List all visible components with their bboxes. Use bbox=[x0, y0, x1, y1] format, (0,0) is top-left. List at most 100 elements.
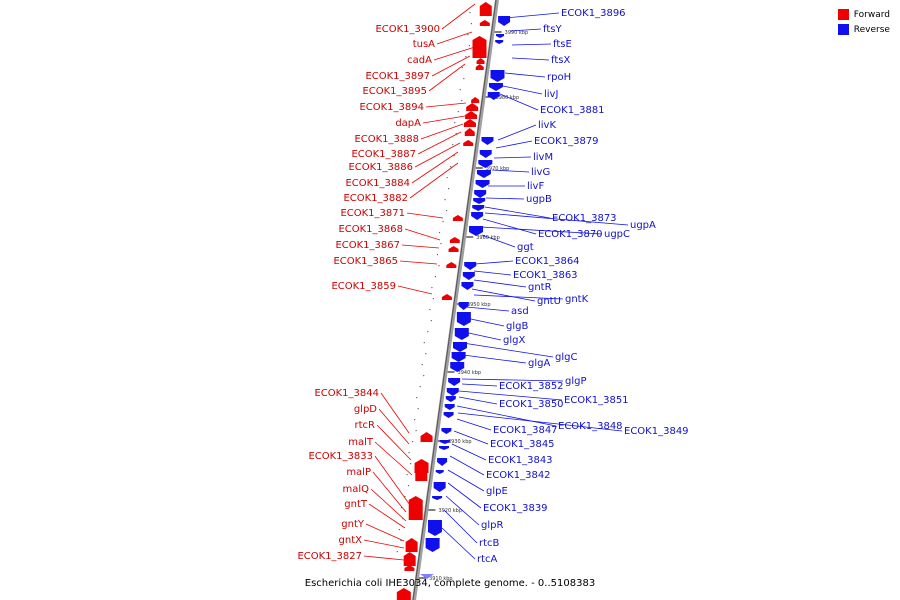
reverse-swatch bbox=[837, 24, 849, 35]
reverse-gene-arrow bbox=[439, 446, 450, 450]
reverse-gene-label: ECOK1_3845 bbox=[490, 439, 555, 450]
tick-label: 3940 kbp bbox=[458, 370, 482, 376]
reverse-gene-label: livJ bbox=[544, 89, 558, 100]
legend-reverse-label: Reverse bbox=[853, 24, 890, 35]
reverse-gene-arrow bbox=[443, 412, 454, 418]
reverse-gene-label: ugpB bbox=[526, 194, 552, 205]
forward-leader-line bbox=[414, 142, 461, 168]
reverse-gene-label: glgP bbox=[565, 376, 587, 387]
forward-gene-arrow bbox=[415, 469, 428, 481]
forward-gene-label: tusA bbox=[413, 39, 435, 50]
reverse-gene-label: ftsY bbox=[543, 24, 562, 35]
forward-gene-arrow bbox=[464, 128, 475, 136]
forward-leader-line bbox=[401, 244, 440, 249]
reverse-gene-arrow bbox=[478, 160, 493, 168]
minor-feature-dot bbox=[455, 133, 457, 135]
minor-feature-dot bbox=[445, 210, 448, 212]
reverse-gene-arrow bbox=[487, 92, 500, 100]
forward-gene-arrow bbox=[463, 140, 474, 146]
reverse-gene-label: ECOK1_3850 bbox=[499, 399, 564, 410]
reverse-gene-label: ECOK1_3842 bbox=[486, 470, 551, 481]
minor-feature-dot bbox=[442, 221, 444, 223]
reverse-gene-label: glgX bbox=[503, 335, 525, 346]
reverse-gene-arrow bbox=[451, 352, 466, 362]
reverse-gene-label: ECOK1_3879 bbox=[534, 136, 599, 147]
reverse-leader-line bbox=[509, 28, 542, 32]
reverse-leader-line bbox=[445, 495, 480, 526]
forward-gene-label: ECOK1_3900 bbox=[375, 24, 440, 35]
reverse-gene-arrow bbox=[462, 272, 475, 280]
reverse-gene-arrow bbox=[474, 190, 487, 198]
forward-leader-line bbox=[378, 408, 410, 445]
reverse-gene-label: ECOK1_3839 bbox=[483, 503, 548, 514]
reverse-gene-label: ugpC bbox=[604, 229, 630, 240]
forward-gene-label: rtcR bbox=[355, 420, 376, 431]
legend-forward-label: Forward bbox=[853, 9, 890, 20]
reverse-gene-arrow bbox=[481, 137, 494, 145]
forward-leader-line bbox=[404, 228, 441, 241]
reverse-gene-arrow bbox=[461, 282, 474, 290]
forward-gene-label: ECOK1_3871 bbox=[340, 208, 405, 219]
forward-gene-label: ECOK1_3887 bbox=[351, 149, 416, 160]
minor-feature-dot bbox=[454, 122, 456, 124]
forward-gene-arrow bbox=[452, 215, 463, 221]
forward-leader-line bbox=[368, 503, 406, 529]
minor-feature-dot bbox=[407, 485, 410, 487]
reverse-gene-arrow bbox=[473, 198, 486, 204]
legend: Forward Reverse bbox=[837, 9, 890, 39]
minor-feature-dot bbox=[444, 199, 446, 201]
reverse-leader-line bbox=[465, 306, 510, 312]
forward-gene-arrow bbox=[446, 262, 457, 268]
tick-label: 3980 kbp bbox=[496, 95, 520, 101]
reverse-gene-arrow bbox=[469, 226, 484, 236]
minor-feature-dot bbox=[425, 353, 427, 355]
reverse-gene-label: rpoH bbox=[547, 72, 571, 83]
forward-leader-line bbox=[376, 424, 412, 461]
forward-gene-arrow bbox=[441, 294, 452, 300]
reverse-gene-arrow bbox=[432, 496, 443, 500]
minor-feature-dot bbox=[438, 232, 441, 234]
reverse-leader-line bbox=[456, 405, 557, 427]
forward-leader-line bbox=[365, 523, 405, 542]
reverse-leader-line bbox=[485, 197, 525, 200]
minor-feature-dot bbox=[416, 397, 418, 399]
forward-gene-arrow bbox=[404, 565, 415, 571]
forward-gene-arrow bbox=[479, 20, 490, 26]
reverse-gene-label: ECOK1_3847 bbox=[493, 425, 558, 436]
forward-leader-line bbox=[409, 162, 459, 199]
genome-backbone-edge bbox=[412, 0, 497, 600]
reverse-leader-line bbox=[474, 260, 514, 265]
forward-leader-line bbox=[363, 555, 405, 561]
minor-feature-dot bbox=[438, 265, 440, 267]
forward-leader-line bbox=[399, 260, 438, 265]
reverse-leader-line bbox=[443, 509, 478, 544]
reverse-gene-label: glgB bbox=[506, 321, 528, 332]
reverse-gene-arrow bbox=[454, 328, 469, 340]
reverse-gene-arrow bbox=[425, 538, 440, 552]
reverse-gene-label: livK bbox=[538, 120, 556, 131]
forward-gene-arrow bbox=[472, 36, 487, 58]
reverse-leader-line bbox=[461, 383, 498, 387]
minor-feature-dot bbox=[465, 56, 467, 58]
forward-gene-label: ECOK1_3859 bbox=[331, 281, 396, 292]
forward-swatch bbox=[837, 9, 849, 20]
forward-gene-arrow bbox=[463, 119, 476, 127]
minor-feature-dot bbox=[423, 342, 425, 344]
forward-leader-line bbox=[428, 63, 466, 92]
minor-feature-dot bbox=[411, 441, 414, 443]
forward-leader-line bbox=[436, 31, 473, 45]
reverse-gene-label: asd bbox=[511, 306, 529, 317]
forward-gene-arrow bbox=[475, 64, 484, 70]
reverse-gene-label: gntR bbox=[528, 282, 552, 293]
forward-gene-arrow bbox=[396, 588, 411, 600]
minor-feature-dot bbox=[398, 529, 401, 531]
forward-leader-line bbox=[374, 441, 413, 476]
reverse-leader-line bbox=[482, 218, 537, 235]
forward-leader-line bbox=[431, 55, 471, 77]
minor-feature-dot bbox=[417, 408, 419, 410]
minor-feature-dot bbox=[432, 298, 434, 300]
minor-feature-dot bbox=[461, 100, 463, 102]
reverse-gene-label: glgC bbox=[555, 352, 577, 363]
reverse-gene-label: ECOK1_3873 bbox=[552, 213, 617, 224]
legend-reverse: Reverse bbox=[837, 24, 890, 35]
